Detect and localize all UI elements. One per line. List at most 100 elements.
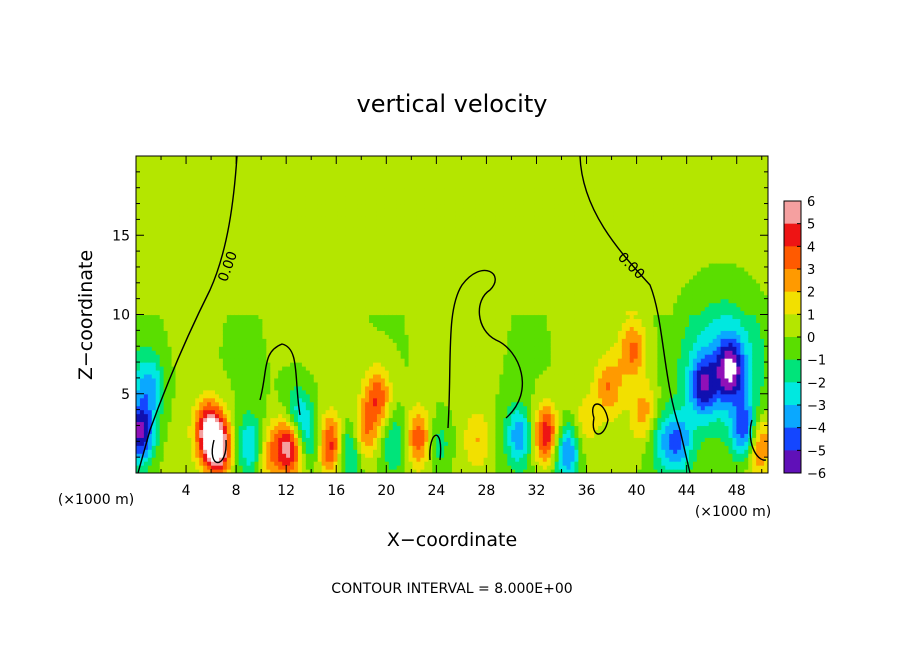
field-cell [329,409,335,415]
field-cell [321,445,327,450]
field-cell [286,433,291,438]
field-cell [211,429,216,434]
field-cell [203,413,208,419]
field-cell [254,179,260,185]
field-cell [365,175,370,181]
field-cell [191,318,196,324]
field-cell [222,179,228,185]
field-cell [274,377,279,383]
field-cell [242,389,248,395]
field-cell [163,199,169,205]
field-cell [163,318,169,324]
field-cell [195,223,200,228]
field-cell [329,377,335,383]
field-cell [278,163,283,169]
field-cell [222,175,228,181]
field-cell [159,298,165,304]
field-cell [238,322,244,327]
field-cell [139,326,145,331]
field-cell [286,219,291,224]
field-cell [321,342,327,347]
field-cell [266,346,271,351]
field-cell [369,358,374,363]
field-cell [365,322,370,327]
field-cell [337,163,342,169]
field-cell [234,187,240,193]
field-cell [230,381,236,387]
field-cell [211,199,216,205]
field-cell [305,262,311,268]
field-cell [258,195,263,201]
field-cell [139,397,145,403]
field-cell [171,330,177,335]
field-cell [218,385,224,391]
field-cell [151,219,157,224]
field-cell [143,247,149,252]
field-cell [294,385,299,391]
field-cell [211,417,216,423]
field-cell [317,453,323,458]
field-cell [341,243,346,248]
field-cell [222,183,228,189]
field-cell [191,156,196,161]
field-cell [230,409,236,415]
field-cell [341,417,346,423]
field-cell [139,445,145,450]
field-cell [341,342,346,347]
field-cell [333,219,339,224]
field-cell [183,373,188,379]
field-cell [361,373,366,379]
field-cell [262,389,267,395]
field-cell [353,358,358,363]
field-cell [345,346,350,351]
field-cell [207,433,212,438]
field-cell [175,227,181,232]
field-cell [167,465,173,470]
field-cell [270,306,275,312]
field-cell [159,461,165,466]
field-cell [270,274,275,280]
field-cell [179,322,184,327]
field-cell [218,433,224,438]
field-cell [242,429,248,434]
field-cell [226,259,232,264]
field-cell [345,251,350,256]
field-cell [333,377,339,383]
field-cell [222,354,228,359]
field-cell [376,247,382,252]
field-cell [262,326,267,331]
field-cell [151,171,157,177]
field-cell [313,457,319,462]
field-cell [167,183,173,189]
field-cell [155,318,161,324]
field-cell [305,314,311,320]
field-cell [337,425,342,431]
field-cell [345,358,350,363]
field-cell [163,449,169,454]
field-cell [151,346,157,351]
field-cell [195,377,200,383]
field-cell [139,278,145,284]
field-cell [159,156,165,161]
field-cell [155,330,161,335]
field-cell [147,421,153,427]
field-cell [226,334,232,339]
field-cell [345,302,350,308]
field-cell [155,294,161,300]
field-cell [199,429,204,434]
field-cell [376,215,382,220]
field-cell [282,167,287,173]
field-cell [171,441,177,446]
field-cell [199,183,204,189]
field-cell [349,282,354,288]
field-cell [147,187,153,193]
field-cell [155,445,161,450]
field-cell [274,354,279,359]
field-cell [345,278,350,284]
field-cell [234,294,240,300]
field-cell [290,294,295,300]
field-cell [333,421,339,427]
field-cell [159,413,165,419]
field-cell [179,453,184,458]
field-cell [282,350,287,355]
